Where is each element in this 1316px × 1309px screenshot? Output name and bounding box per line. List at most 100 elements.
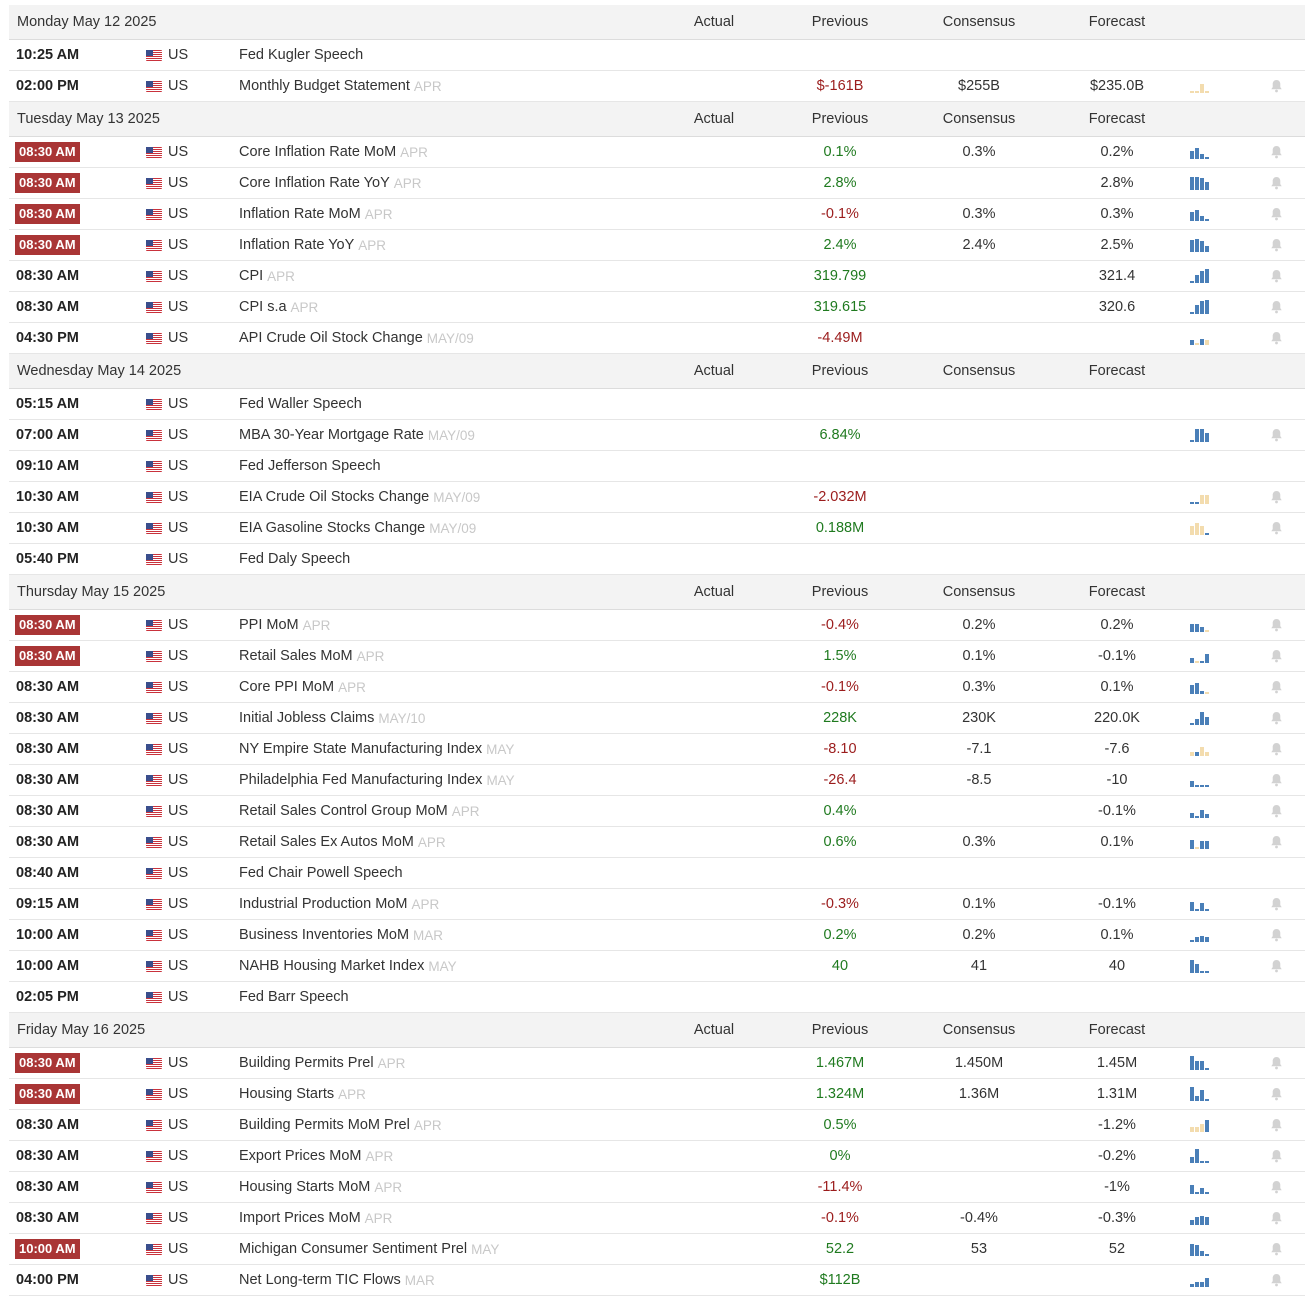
alert-bell-icon[interactable]: [1266, 199, 1286, 229]
event-row[interactable]: 09:15 AM US Industrial Production MoM APR -0…: [9, 889, 1305, 920]
event-row[interactable]: 08:30 AM US CPI APR 319.799 321.4: [9, 261, 1305, 292]
event-name-link[interactable]: PPI MoM: [239, 617, 299, 633]
event-row[interactable]: 05:15 AM US Fed Waller Speech: [9, 389, 1305, 420]
event-row[interactable]: 02:05 PM US Fed Barr Speech: [9, 982, 1305, 1013]
column-header-previous[interactable]: Previous: [811, 363, 869, 379]
alert-bell-icon[interactable]: [1266, 230, 1286, 260]
column-header-consensus[interactable]: Consensus: [942, 14, 1016, 30]
event-name-link[interactable]: Housing Starts: [239, 1086, 335, 1102]
event-name-link[interactable]: Import Prices MoM: [239, 1210, 361, 1226]
event-name-link[interactable]: Building Permits MoM Prel: [239, 1117, 410, 1133]
event-row[interactable]: 08:30 AM US Core Inflation Rate MoM APR 0.1%…: [9, 137, 1305, 168]
alert-bell-icon[interactable]: [1266, 920, 1286, 950]
sparkline-chart[interactable]: [1190, 323, 1222, 353]
event-row[interactable]: 08:30 AM US Import Prices MoM APR -0.1% -0.4%…: [9, 1203, 1305, 1234]
event-row[interactable]: 08:30 AM US Core PPI MoM APR -0.1% 0.3% 0.1%: [9, 672, 1305, 703]
column-header-forecast[interactable]: Forecast: [1088, 111, 1146, 127]
event-row[interactable]: 10:00 AM US Business Inventories MoM MAR 0.2…: [9, 920, 1305, 951]
alert-bell-icon[interactable]: [1266, 292, 1286, 322]
event-name-link[interactable]: Business Inventories MoM: [239, 927, 410, 943]
event-row[interactable]: 10:00 AM US NAHB Housing Market Index MAY 40…: [9, 951, 1305, 982]
sparkline-chart[interactable]: [1190, 920, 1222, 950]
event-row[interactable]: 07:00 AM US MBA 30-Year Mortgage Rate MAY/0…: [9, 420, 1305, 451]
column-header-previous[interactable]: Previous: [811, 1022, 869, 1038]
alert-bell-icon[interactable]: [1266, 168, 1286, 198]
sparkline-chart[interactable]: [1190, 1079, 1222, 1109]
column-header-actual[interactable]: Actual: [693, 363, 735, 379]
sparkline-chart[interactable]: [1190, 610, 1222, 640]
event-row[interactable]: 08:30 AM US Retail Sales Ex Autos MoM APR 0.…: [9, 827, 1305, 858]
sparkline-chart[interactable]: [1190, 137, 1222, 167]
event-name-link[interactable]: Retail Sales Control Group MoM: [239, 803, 448, 819]
sparkline-chart[interactable]: [1190, 889, 1222, 919]
event-name-link[interactable]: Core Inflation Rate MoM: [239, 144, 397, 160]
sparkline-chart[interactable]: [1190, 951, 1222, 981]
column-header-previous[interactable]: Previous: [811, 584, 869, 600]
alert-bell-icon[interactable]: [1266, 1079, 1286, 1109]
column-header-consensus[interactable]: Consensus: [942, 1022, 1016, 1038]
column-header-forecast[interactable]: Forecast: [1088, 1022, 1146, 1038]
event-row[interactable]: 08:30 AM US Core Inflation Rate YoY APR 2.8%…: [9, 168, 1305, 199]
event-row[interactable]: 09:10 AM US Fed Jefferson Speech: [9, 451, 1305, 482]
event-row[interactable]: 04:30 PM US API Crude Oil Stock Change MAY/…: [9, 323, 1305, 354]
sparkline-chart[interactable]: [1190, 765, 1222, 795]
event-name-link[interactable]: Inflation Rate YoY: [239, 237, 355, 253]
column-header-actual[interactable]: Actual: [693, 111, 735, 127]
event-name-link[interactable]: Net Long-term TIC Flows: [239, 1272, 401, 1288]
event-row[interactable]: 02:00 PM US Monthly Budget Statement APR $-1…: [9, 71, 1305, 102]
event-row[interactable]: 08:30 AM US Inflation Rate MoM APR -0.1% 0.3%…: [9, 199, 1305, 230]
event-name-link[interactable]: Fed Barr Speech: [239, 989, 349, 1005]
alert-bell-icon[interactable]: [1266, 137, 1286, 167]
alert-bell-icon[interactable]: [1266, 889, 1286, 919]
sparkline-chart[interactable]: [1190, 168, 1222, 198]
event-row[interactable]: 08:30 AM US Retail Sales MoM APR 1.5% 0.1% -0.…: [9, 641, 1305, 672]
event-name-link[interactable]: CPI: [239, 268, 264, 284]
event-name-link[interactable]: Core Inflation Rate YoY: [239, 175, 390, 191]
event-name-link[interactable]: EIA Crude Oil Stocks Change: [239, 489, 430, 505]
event-name-link[interactable]: MBA 30-Year Mortgage Rate: [239, 427, 424, 443]
event-name-link[interactable]: Fed Jefferson Speech: [239, 458, 381, 474]
sparkline-chart[interactable]: [1190, 71, 1222, 101]
event-name-link[interactable]: Fed Daly Speech: [239, 551, 351, 567]
alert-bell-icon[interactable]: [1266, 420, 1286, 450]
event-row[interactable]: 10:00 AM US Michigan Consumer Sentiment Pr…: [9, 1234, 1305, 1265]
event-name-link[interactable]: Fed Kugler Speech: [239, 47, 364, 63]
column-header-actual[interactable]: Actual: [693, 1022, 735, 1038]
event-name-link[interactable]: Inflation Rate MoM: [239, 206, 361, 222]
sparkline-chart[interactable]: [1190, 420, 1222, 450]
sparkline-chart[interactable]: [1190, 827, 1222, 857]
alert-bell-icon[interactable]: [1266, 641, 1286, 671]
event-row[interactable]: 08:30 AM US Export Prices MoM APR 0% -0.2%: [9, 1141, 1305, 1172]
event-row[interactable]: 08:30 AM US NY Empire State Manufacturing …: [9, 734, 1305, 765]
column-header-consensus[interactable]: Consensus: [942, 111, 1016, 127]
event-name-link[interactable]: Retail Sales MoM: [239, 648, 353, 664]
event-name-link[interactable]: Retail Sales Ex Autos MoM: [239, 834, 414, 850]
event-row[interactable]: 08:30 AM US Initial Jobless Claims MAY/10 22…: [9, 703, 1305, 734]
event-name-link[interactable]: Initial Jobless Claims: [239, 710, 375, 726]
alert-bell-icon[interactable]: [1266, 71, 1286, 101]
column-header-forecast[interactable]: Forecast: [1088, 363, 1146, 379]
column-header-forecast[interactable]: Forecast: [1088, 584, 1146, 600]
event-row[interactable]: 05:40 PM US Fed Daly Speech: [9, 544, 1305, 575]
alert-bell-icon[interactable]: [1266, 513, 1286, 543]
event-row[interactable]: 08:30 AM US CPI s.a APR 319.615 320.6: [9, 292, 1305, 323]
event-name-link[interactable]: Core PPI MoM: [239, 679, 335, 695]
alert-bell-icon[interactable]: [1266, 672, 1286, 702]
alert-bell-icon[interactable]: [1266, 1203, 1286, 1233]
event-row[interactable]: 10:25 AM US Fed Kugler Speech: [9, 40, 1305, 71]
sparkline-chart[interactable]: [1190, 1048, 1222, 1078]
column-header-actual[interactable]: Actual: [693, 14, 735, 30]
event-name-link[interactable]: Fed Chair Powell Speech: [239, 865, 403, 881]
event-name-link[interactable]: EIA Gasoline Stocks Change: [239, 520, 426, 536]
event-row[interactable]: 08:30 AM US Inflation Rate YoY APR 2.4% 2.4% 2…: [9, 230, 1305, 261]
event-name-link[interactable]: Philadelphia Fed Manufacturing Index: [239, 772, 483, 788]
sparkline-chart[interactable]: [1190, 1234, 1222, 1264]
event-name-link[interactable]: Fed Waller Speech: [239, 396, 362, 412]
alert-bell-icon[interactable]: [1266, 1234, 1286, 1264]
sparkline-chart[interactable]: [1190, 1141, 1222, 1171]
column-header-previous[interactable]: Previous: [811, 111, 869, 127]
event-name-link[interactable]: Export Prices MoM: [239, 1148, 362, 1164]
event-row[interactable]: 08:30 AM US Retail Sales Control Group MoM…: [9, 796, 1305, 827]
column-header-consensus[interactable]: Consensus: [942, 584, 1016, 600]
alert-bell-icon[interactable]: [1266, 734, 1286, 764]
